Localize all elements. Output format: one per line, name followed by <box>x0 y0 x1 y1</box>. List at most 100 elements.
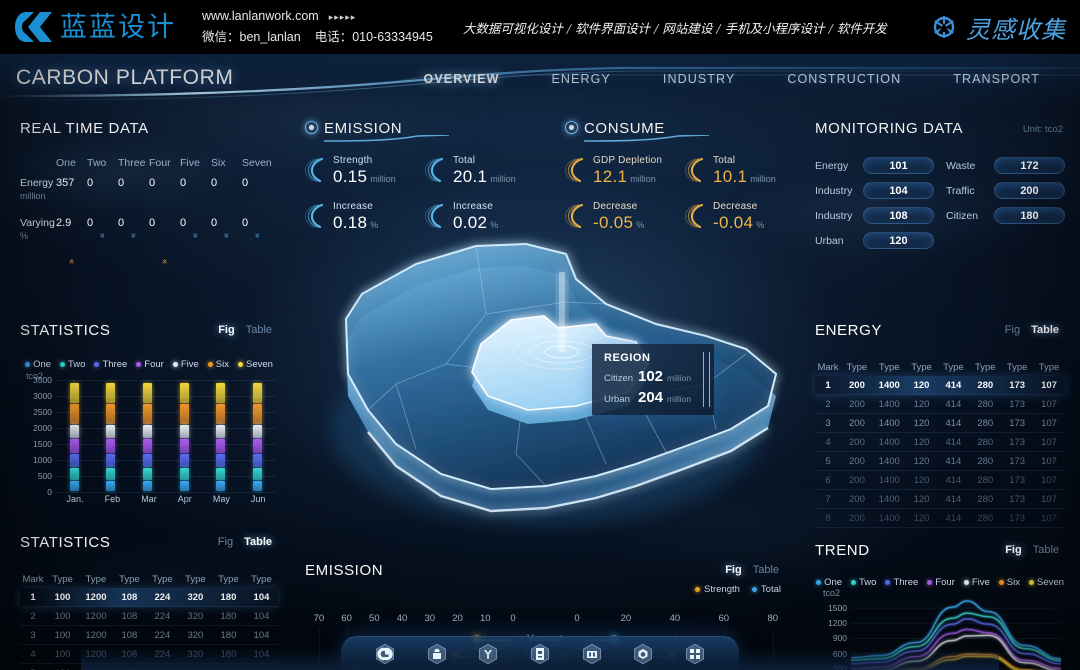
x-tick-label: Feb <box>104 494 121 504</box>
grid-icon[interactable] <box>684 643 706 665</box>
table-row[interactable]: 2 200 1400 120 414 280 173 107 <box>815 395 1065 414</box>
table-row[interactable]: 6 200 1400 120 414 280 173 107 <box>815 471 1065 490</box>
nav-item-energy[interactable]: ENERGY <box>551 72 611 86</box>
legend-label: Four <box>144 359 164 370</box>
region-value: 102 <box>638 368 664 385</box>
chart-icon[interactable] <box>581 643 603 665</box>
statistics-chart-table-button[interactable]: Table <box>245 324 272 336</box>
table-cell: 414 <box>945 455 962 467</box>
energy-data-table: Mark Type Type Type Type Type Type Type 1 200 1400… <box>815 359 1065 528</box>
statistics-table-table-button[interactable]: Table <box>244 536 272 548</box>
trend-up-icon: » <box>159 258 169 264</box>
table-row[interactable]: 5 200 1400 120 414 280 173 107 <box>815 452 1065 471</box>
target-icon[interactable] <box>477 643 499 665</box>
monitoring-value-pill: 200 <box>994 182 1065 199</box>
trend-chart-legend: One Two Three Four Five Six Seven <box>815 577 1065 588</box>
energy-table-button[interactable]: Table <box>1031 324 1059 336</box>
bar-segment <box>106 453 116 467</box>
bar-segment <box>179 404 189 424</box>
nav-item-overview[interactable]: OVERVIEW <box>423 72 500 86</box>
table-row[interactable]: 3 200 1400 120 414 280 173 107 <box>815 414 1065 433</box>
bar-segment <box>253 424 263 439</box>
table-row[interactable]: 7 200 1400 120 414 280 173 107 <box>815 490 1065 509</box>
bar-segment <box>216 481 226 491</box>
table-cell: 120 <box>913 398 930 410</box>
gridline <box>56 476 276 477</box>
legend-swatch <box>25 362 31 367</box>
y-tick-label: 1500 <box>828 603 847 614</box>
kpi-unit: million <box>630 174 656 184</box>
statistics-chart-fig-button[interactable]: Fig <box>218 324 235 336</box>
kpi-value: -0.05% <box>593 213 645 232</box>
wechat-value: ben_lanlan <box>239 30 301 44</box>
legend-swatch <box>816 580 822 585</box>
table-cell: 104 <box>253 629 270 641</box>
bar-segment <box>179 439 189 453</box>
monitoring-item: Industry 108 <box>815 207 934 224</box>
table-cell: 200 <box>849 493 865 505</box>
trend-up-icon: » <box>66 258 76 264</box>
real-time-header-row: One Two Three Four Five Six Seven <box>20 157 278 169</box>
settings-icon[interactable] <box>426 643 448 665</box>
layers-icon[interactable] <box>632 643 654 665</box>
brand-website[interactable]: www.lanlanwork.com <box>202 9 319 23</box>
table-row[interactable]: 8 200 1400 120 414 280 173 107 <box>815 509 1065 528</box>
table-cell: 1400 <box>878 398 900 410</box>
column-header: Mark <box>817 362 839 373</box>
table-row[interactable]: 1 100 1200 108 224 320 180 104 <box>20 588 278 607</box>
cell-value: 0 <box>211 177 218 189</box>
inspiration-logo-icon <box>933 16 955 38</box>
trend-fig-button[interactable]: Fig <box>1005 544 1022 556</box>
cell-value: 0 <box>180 177 187 189</box>
table-row[interactable]: 2 100 1200 108 224 320 180 104 <box>20 607 278 626</box>
table-cell: 1400 <box>878 379 900 391</box>
legend-item: Seven <box>238 359 273 370</box>
table-cell: 200 <box>849 512 865 524</box>
table-cell: 107 <box>1041 493 1057 505</box>
table-row[interactable]: 4 200 1400 120 414 280 173 107 <box>815 433 1065 452</box>
table-row[interactable]: 3 100 1200 108 224 320 180 104 <box>20 626 278 645</box>
home-icon[interactable] <box>374 643 396 665</box>
nav-item-industry[interactable]: INDUSTRY <box>662 72 736 86</box>
table-row[interactable]: 1 200 1400 120 414 280 173 107 <box>815 376 1065 395</box>
table-cell: 414 <box>945 379 962 391</box>
trend-table-button[interactable]: Table <box>1032 544 1059 556</box>
right-axis-tick: 20 <box>620 613 632 624</box>
legend-swatch <box>94 362 100 367</box>
emission-table-button[interactable]: Table <box>752 564 779 576</box>
legend-item: Seven <box>1029 577 1064 588</box>
statistics-table-fig-button[interactable]: Fig <box>217 536 234 548</box>
region-map[interactable]: REGION Citizen 102 million Urban 204 million <box>276 224 816 554</box>
real-time-row: Varying% 2.9 0 0 0 0 0 0 » » » » » » » <box>20 217 278 264</box>
table-cell: 1200 <box>85 629 107 641</box>
nav-item-construction[interactable]: CONSTRUCTION <box>787 72 902 86</box>
nav-item-transport[interactable]: TRANSPORT <box>953 72 1040 86</box>
gridline <box>56 380 276 381</box>
monitoring-item: Industry 104 <box>815 182 934 199</box>
cell-value: 0 <box>149 217 156 229</box>
monitoring-item: Energy 101 <box>815 157 934 174</box>
column-header: Type <box>1038 362 1060 373</box>
table-cell: 173 <box>1009 493 1026 505</box>
consume-kpi-title: CONSUME <box>565 120 805 142</box>
table-cell: 100 <box>46 664 79 670</box>
monitoring-name: Citizen <box>946 209 979 222</box>
column-header: Two <box>87 157 107 169</box>
bar-segment <box>216 439 226 453</box>
column-header: Six <box>211 157 226 169</box>
energy-fig-button[interactable]: Fig <box>1004 324 1021 336</box>
table-cell: 200 <box>849 398 865 410</box>
table-cell: 280 <box>977 512 994 524</box>
table-cell: 1400 <box>878 417 900 429</box>
gridline <box>56 396 276 397</box>
kpi-arc-icon <box>425 157 444 183</box>
energy-table-toggle: Fig Table <box>1005 324 1059 336</box>
table-cell: 180 <box>220 610 237 622</box>
emission-fig-button[interactable]: Fig <box>725 564 742 576</box>
document-icon[interactable] <box>529 643 551 665</box>
table-cell: 100 <box>54 629 71 641</box>
legend-swatch <box>172 362 178 367</box>
legend-label: Three <box>893 577 919 588</box>
kpi-value: 0.02% <box>453 213 499 232</box>
statistics-x-axis: Jan. Feb Mar Apr May Jun <box>56 494 276 504</box>
